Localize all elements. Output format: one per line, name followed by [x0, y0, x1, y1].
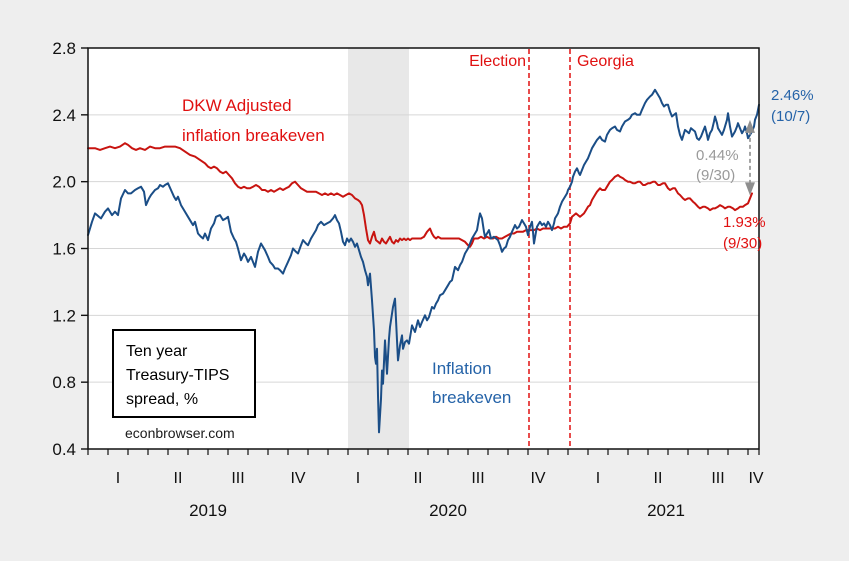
- georgia-event-label: Georgia: [577, 53, 634, 70]
- red-series-line: [87, 142, 753, 248]
- blue-series-label: Inflation breakeven: [432, 354, 511, 412]
- svg-text:1.2: 1.2: [52, 306, 76, 325]
- spread-value: 0.44%: [696, 147, 739, 164]
- svg-text:III: III: [471, 470, 484, 487]
- svg-text:I: I: [356, 470, 360, 487]
- svg-text:2.0: 2.0: [52, 173, 76, 192]
- svg-text:II: II: [654, 470, 663, 487]
- blue-series-line: [87, 88, 760, 434]
- svg-text:III: III: [231, 470, 244, 487]
- svg-text:2.4: 2.4: [52, 106, 76, 125]
- red-series-label-line2: inflation breakeven: [182, 126, 325, 145]
- svg-text:IV: IV: [748, 470, 763, 487]
- blue-last-value-annotation: 2.46% (10/7): [771, 85, 814, 127]
- blue-series-label-line1: Inflation: [432, 359, 492, 378]
- blue-last-value: 2.46%: [771, 87, 814, 104]
- svg-text:III: III: [711, 470, 724, 487]
- svg-text:IV: IV: [530, 470, 545, 487]
- red-series-label: DKW Adjusted inflation breakeven: [182, 91, 325, 151]
- svg-text:IV: IV: [290, 470, 305, 487]
- svg-text:2019: 2019: [189, 501, 227, 520]
- svg-text:II: II: [174, 470, 183, 487]
- red-last-value: 1.93%: [723, 214, 766, 231]
- event-lines: [528, 49, 571, 449]
- svg-text:0.8: 0.8: [52, 373, 76, 392]
- chart-title-line2: Treasury-TIPS: [126, 367, 230, 384]
- svg-text:2020: 2020: [429, 501, 467, 520]
- source-attribution: econbrowser.com: [125, 425, 235, 441]
- chart-title-box: Ten year Treasury-TIPS spread, %: [112, 329, 256, 418]
- svg-text:0.4: 0.4: [52, 440, 76, 459]
- svg-text:I: I: [116, 470, 120, 487]
- election-event-label: Election: [469, 53, 526, 70]
- red-series-label-line1: DKW Adjusted: [182, 96, 292, 115]
- blue-series-label-line2: breakeven: [432, 388, 512, 407]
- spread-value-date: (9/30): [696, 167, 736, 184]
- svg-text:1.6: 1.6: [52, 240, 76, 259]
- blue-last-value-date: (10/7): [771, 108, 811, 125]
- red-last-value-annotation: 1.93% (9/30): [723, 212, 766, 254]
- spread-value-annotation: 0.44% (9/30): [696, 146, 739, 186]
- svg-text:II: II: [414, 470, 423, 487]
- svg-text:2.8: 2.8: [52, 39, 76, 58]
- spread-arrow: [745, 119, 755, 196]
- red-last-value-date: (9/30): [723, 235, 763, 252]
- chart-title-line1: Ten year: [126, 343, 188, 360]
- y-axis: 0.4 0.8 1.2 1.6 2.0 2.4 2.8: [52, 39, 88, 459]
- svg-text:2021: 2021: [647, 501, 685, 520]
- chart-title-line3: spread, %: [126, 391, 199, 408]
- svg-text:I: I: [596, 470, 600, 487]
